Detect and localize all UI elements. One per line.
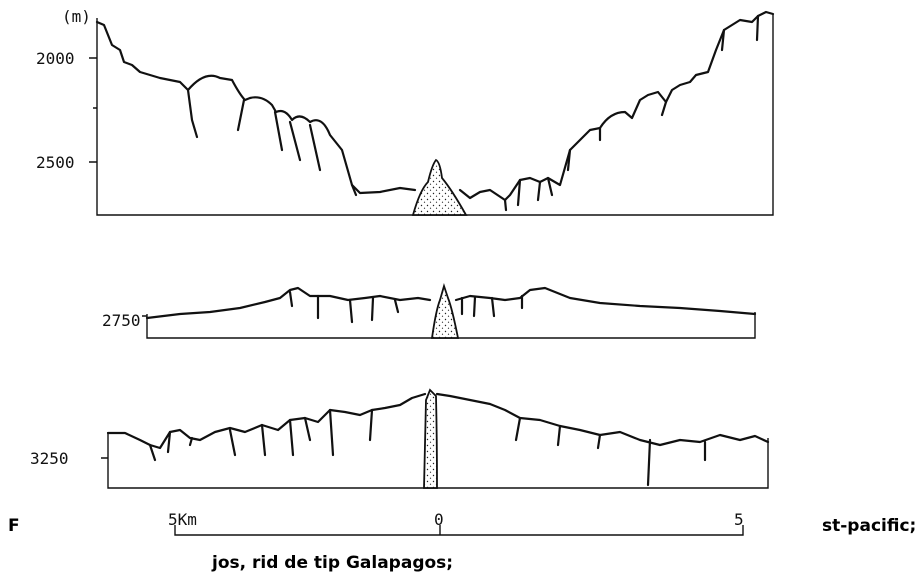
caption-fragment: jos, rid de tip Galapagos;	[211, 553, 453, 573]
depth-tick-label: 2500	[36, 153, 75, 172]
caption-fragment: st-pacific;	[822, 516, 916, 536]
unit-label: (m)	[62, 7, 91, 26]
scale-bar: 5Km 0 5	[168, 510, 744, 536]
caption-fragment: F	[8, 516, 20, 536]
scale-label: 5Km	[168, 510, 197, 529]
depth-tick-label: 2000	[36, 49, 75, 68]
profile-2: 2750	[102, 282, 757, 339]
scale-line	[174, 525, 744, 536]
profile-3: 3250	[30, 388, 770, 489]
central-cone	[430, 282, 460, 339]
frame	[101, 432, 769, 489]
scale-label: 5	[734, 510, 744, 529]
depth-tick-label: 2750	[102, 311, 141, 330]
central-cone	[411, 158, 468, 216]
central-dike	[423, 388, 438, 489]
depth-tick-label: 3250	[30, 449, 69, 468]
scale-label: 0	[434, 510, 444, 529]
profile-1: (m) 2000 2500	[36, 7, 775, 216]
